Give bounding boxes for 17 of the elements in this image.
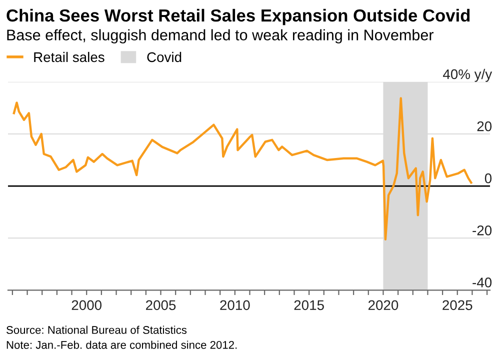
legend-label: Covid — [147, 52, 182, 62]
x-tick-label: 2005 — [146, 300, 176, 310]
y-tick-label: -40 — [472, 278, 492, 288]
x-tick-label: 2025 — [442, 300, 472, 310]
legend-label: Retail sales — [34, 52, 104, 62]
y-tick-label: 40% y/y — [443, 68, 492, 82]
y-tick-label: -20 — [472, 225, 492, 236]
text: Note: Jan.-Feb. data are combined since 2012. — [6, 340, 237, 349]
y-tick-label: 20 — [477, 121, 492, 132]
source-note: Source: National Bureau of Statistics — [6, 326, 187, 334]
chart-title: China Sees Worst Retail Sales Expansion Outside Covid — [6, 8, 470, 26]
x-tick-label: 2015 — [294, 300, 324, 310]
x-tick-label: 2010 — [220, 300, 250, 310]
x-tick-label: 2020 — [368, 300, 398, 310]
y-tick-label: 0 — [484, 173, 492, 184]
x-tick-label: 2000 — [72, 300, 102, 310]
chart-subtitle: Base effect, sluggish demand led to weak reading in November — [7, 29, 434, 44]
